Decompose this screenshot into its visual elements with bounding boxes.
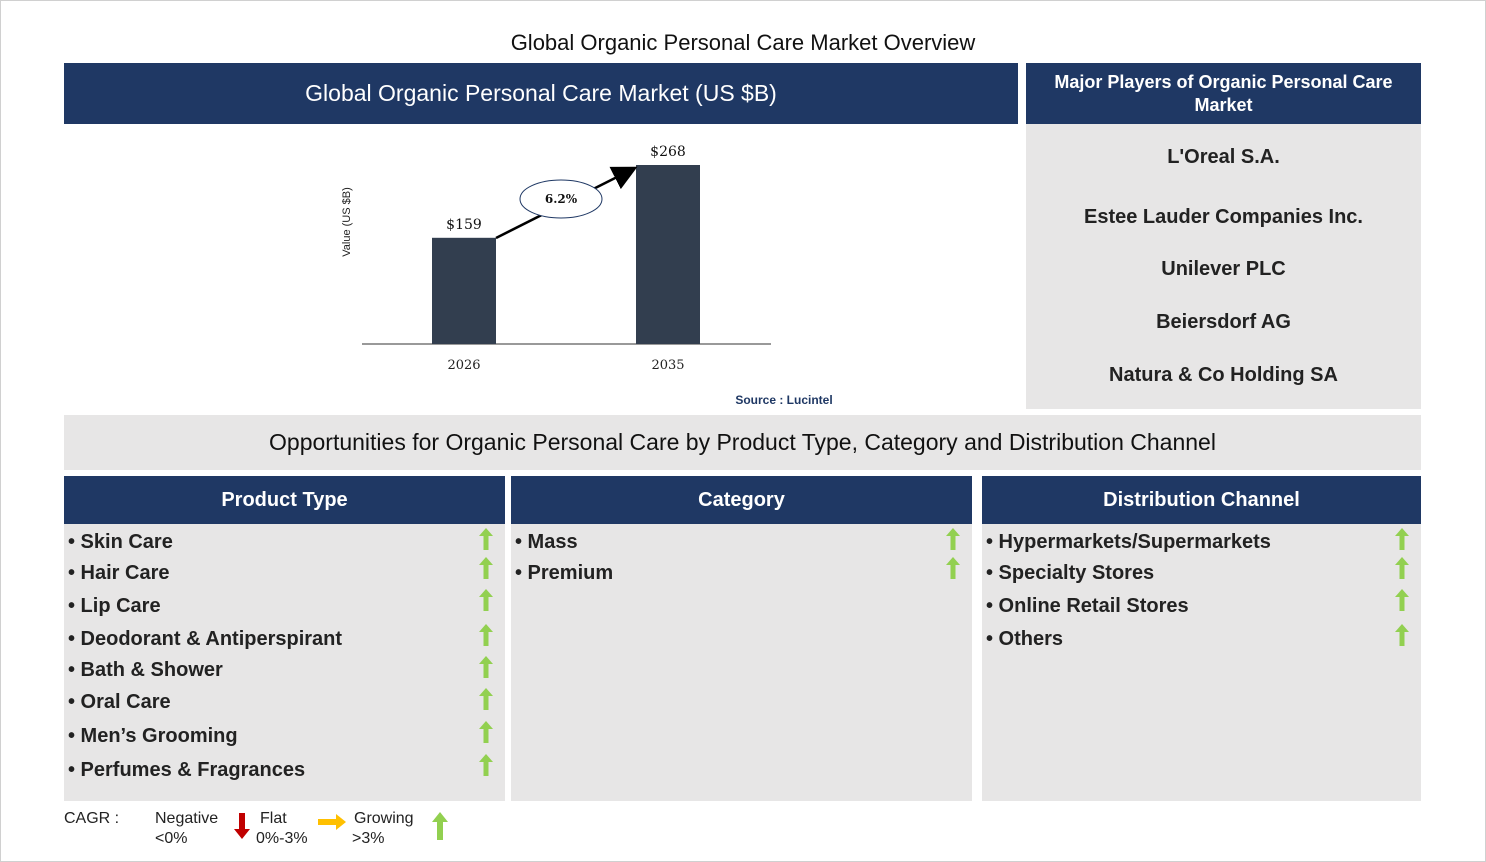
players-header: Major Players of Organic Personal Care M… xyxy=(1026,63,1421,124)
growing-arrow-icon xyxy=(1395,624,1409,646)
list-item: • Skin Care xyxy=(68,531,173,553)
growing-arrow-icon xyxy=(1395,589,1409,611)
growing-arrow-icon xyxy=(1395,557,1409,579)
player-item: L'Oreal S.A. xyxy=(1167,146,1280,168)
list-item: • Specialty Stores xyxy=(986,562,1155,584)
player-item: Beiersdorf AG xyxy=(1156,311,1291,333)
growing-arrow-icon xyxy=(946,528,960,550)
cagr-label: 6.2% xyxy=(545,192,578,206)
legend-flat-range: 0%-3% xyxy=(256,830,308,847)
product-type-header: Product Type xyxy=(64,476,505,524)
list-item: • Hair Care xyxy=(68,562,170,584)
category-list: • Mass • Premium xyxy=(511,524,972,801)
list-item: • Oral Care xyxy=(68,691,171,713)
distribution-channel-header: Distribution Channel xyxy=(982,476,1421,524)
player-item: Unilever PLC xyxy=(1161,258,1286,280)
bar-value-label: $159 xyxy=(446,217,482,233)
legend-growing-range: >3% xyxy=(352,830,385,847)
growing-arrow-icon xyxy=(479,557,493,579)
player-item: Natura & Co Holding SA xyxy=(1109,364,1338,386)
category-header: Category xyxy=(511,476,972,524)
x-tick-label: 2026 xyxy=(447,358,480,373)
list-item: • Online Retail Stores xyxy=(986,595,1189,617)
list-item: • Bath & Shower xyxy=(68,659,223,681)
y-axis-label: Value (US $B) xyxy=(341,187,353,257)
negative-arrow-icon xyxy=(234,813,250,839)
list-item: • Deodorant & Antiperspirant xyxy=(68,628,343,650)
bar-2026 xyxy=(432,237,496,344)
chart-source: Source : Lucintel xyxy=(735,393,832,407)
growing-arrow-icon xyxy=(946,557,960,579)
legend-cagr-label: CAGR : xyxy=(64,810,120,827)
legend-negative-label: Negative xyxy=(155,810,219,827)
growing-arrow-icon xyxy=(479,589,493,611)
bar-2035 xyxy=(636,165,700,344)
growing-arrow-icon xyxy=(432,812,448,840)
bar-value-label: $268 xyxy=(650,144,686,160)
distribution-channel-list: • Hypermarkets/Supermarkets • Specialty … xyxy=(982,524,1421,801)
flat-arrow-icon xyxy=(318,814,346,830)
x-tick-label: 2035 xyxy=(651,358,684,373)
opportunities-title: Opportunities for Organic Personal Care … xyxy=(64,415,1421,470)
page-title: Global Organic Personal Care Market Over… xyxy=(510,30,976,55)
list-item: • Premium xyxy=(515,562,614,584)
list-item: • Men’s Grooming xyxy=(68,725,238,747)
cagr-ellipse xyxy=(519,179,603,219)
growing-arrow-icon xyxy=(1395,528,1409,550)
market-bar-chart: Value (US $B) $159 2026 $268 2035 6.2% Sour… xyxy=(341,144,833,407)
list-item: • Others xyxy=(986,628,1064,650)
player-item: Estee Lauder Companies Inc. xyxy=(1084,206,1363,228)
growing-arrow-icon xyxy=(479,528,493,550)
bars-group: $159 2026 $268 2035 xyxy=(432,144,700,373)
legend-growing-label: Growing xyxy=(354,810,414,827)
list-item: • Lip Care xyxy=(68,595,161,617)
growing-arrow-icon xyxy=(479,656,493,678)
legend-negative-range: <0% xyxy=(155,830,188,847)
product-type-list: • Skin Care • Hair Care • Lip Care • Deo… xyxy=(64,524,505,801)
players-list: L'Oreal S.A. Estee Lauder Companies Inc.… xyxy=(1026,124,1421,409)
growing-arrow-icon xyxy=(479,688,493,710)
list-item: • Perfumes & Fragrances xyxy=(68,759,306,781)
list-item: • Mass xyxy=(515,531,578,553)
list-item: • Hypermarkets/Supermarkets xyxy=(986,531,1271,553)
growing-arrow-icon xyxy=(479,754,493,776)
growing-arrow-icon xyxy=(479,721,493,743)
legend-flat-label: Flat xyxy=(260,810,287,827)
chart-header: Global Organic Personal Care Market (US … xyxy=(64,63,1018,124)
growing-arrow-icon xyxy=(479,624,493,646)
